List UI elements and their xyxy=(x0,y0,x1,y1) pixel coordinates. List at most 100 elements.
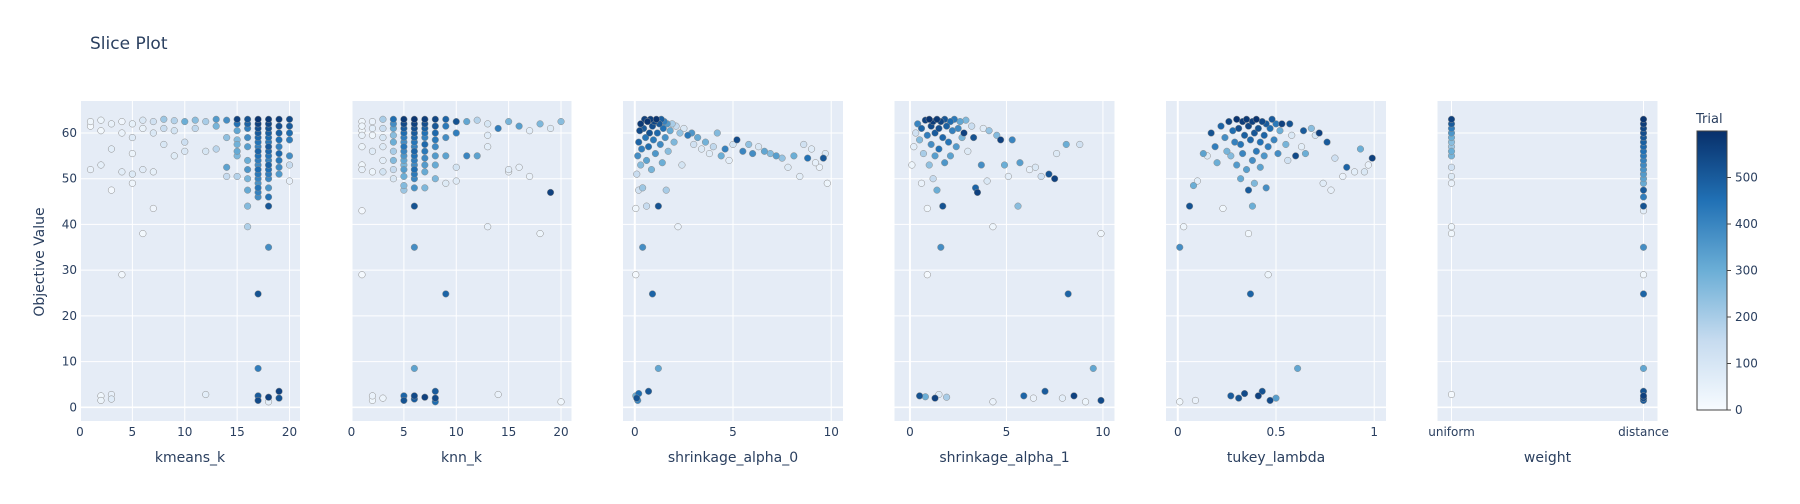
data-point xyxy=(547,124,555,132)
data-point xyxy=(648,290,657,298)
data-point xyxy=(1180,223,1188,231)
colorbar-tick-label: 200 xyxy=(1735,310,1758,324)
x-tick-label: 0 xyxy=(906,425,914,439)
data-point xyxy=(694,134,702,142)
x-tick-label: 0 xyxy=(76,425,84,439)
data-point xyxy=(644,387,653,395)
panel-background xyxy=(1437,101,1658,421)
colorbar-tick-label: 0 xyxy=(1735,403,1743,417)
data-point xyxy=(389,131,397,139)
data-point xyxy=(1029,394,1037,402)
data-point xyxy=(285,115,294,123)
data-point xyxy=(1213,159,1221,167)
x-tick-label: 10 xyxy=(824,425,839,439)
data-point xyxy=(410,184,418,192)
data-point xyxy=(1258,118,1266,126)
data-point xyxy=(662,186,670,194)
data-point xyxy=(86,118,95,126)
data-point xyxy=(1260,131,1268,139)
x-tick-label: 1 xyxy=(1370,425,1378,439)
data-point xyxy=(678,161,686,169)
data-point xyxy=(808,145,816,153)
data-point xyxy=(989,398,997,406)
data-point xyxy=(1225,118,1233,126)
data-point xyxy=(1248,156,1256,164)
data-point xyxy=(285,177,294,185)
data-point xyxy=(1211,143,1219,151)
data-point xyxy=(368,131,377,139)
data-point xyxy=(421,184,429,192)
data-point xyxy=(941,159,949,167)
data-point xyxy=(442,134,450,142)
data-point xyxy=(927,140,935,148)
data-point xyxy=(170,117,178,125)
data-point xyxy=(1237,140,1245,148)
data-point xyxy=(442,290,450,298)
data-point xyxy=(1076,140,1084,148)
colorbar-tick-label: 100 xyxy=(1735,357,1758,371)
data-point xyxy=(745,140,753,148)
data-point xyxy=(1237,175,1245,183)
data-point xyxy=(431,115,439,123)
data-point xyxy=(993,131,1001,139)
y-tick-label: 40 xyxy=(62,217,77,231)
data-point xyxy=(1252,147,1260,155)
data-point xyxy=(275,129,283,137)
data-point xyxy=(935,124,943,132)
data-point xyxy=(659,124,667,132)
data-point xyxy=(1082,398,1090,406)
data-point xyxy=(796,172,804,180)
chart-title: Slice Plot xyxy=(90,34,168,54)
data-point xyxy=(484,120,492,128)
data-point xyxy=(368,118,377,126)
data-point xyxy=(223,172,231,180)
data-point xyxy=(233,147,241,155)
panel-background xyxy=(80,101,300,421)
data-point xyxy=(1288,131,1296,139)
data-point xyxy=(368,168,377,176)
data-point xyxy=(908,161,916,169)
data-point xyxy=(265,202,273,210)
data-point xyxy=(749,150,757,158)
data-point xyxy=(1447,230,1456,238)
data-point xyxy=(463,118,471,126)
data-point xyxy=(1207,129,1215,137)
data-point xyxy=(275,170,283,178)
data-point xyxy=(815,163,823,171)
data-point xyxy=(1176,398,1184,406)
data-point xyxy=(633,394,641,402)
data-point xyxy=(919,150,928,158)
data-point xyxy=(1368,154,1376,162)
data-point xyxy=(505,118,513,126)
data-point xyxy=(1278,120,1286,128)
data-point xyxy=(1447,223,1456,231)
data-point xyxy=(285,136,294,144)
data-point xyxy=(1223,147,1231,155)
data-point xyxy=(1319,179,1327,187)
data-point xyxy=(400,166,408,174)
data-point xyxy=(952,143,960,151)
data-point xyxy=(97,127,105,135)
data-point xyxy=(358,271,366,279)
x-tick-label: 5 xyxy=(129,425,137,439)
data-point xyxy=(666,127,674,135)
data-point xyxy=(368,124,377,132)
data-point xyxy=(1339,172,1347,180)
data-point xyxy=(1016,159,1024,167)
data-point xyxy=(632,204,640,212)
data-point xyxy=(1239,150,1247,158)
data-point xyxy=(1639,193,1648,201)
data-point xyxy=(1447,147,1456,155)
data-point xyxy=(275,150,283,158)
data-point xyxy=(811,159,820,167)
data-point xyxy=(358,131,366,139)
data-point xyxy=(1258,387,1266,395)
data-point xyxy=(285,129,294,137)
data-point xyxy=(1227,152,1235,160)
data-point xyxy=(107,120,115,128)
data-point xyxy=(431,387,439,395)
data-point xyxy=(410,364,418,372)
data-point xyxy=(505,166,513,174)
x-axis-title: tukey_lambda xyxy=(1227,450,1325,466)
x-axis-title: shrinkage_alpha_0 xyxy=(668,450,798,466)
